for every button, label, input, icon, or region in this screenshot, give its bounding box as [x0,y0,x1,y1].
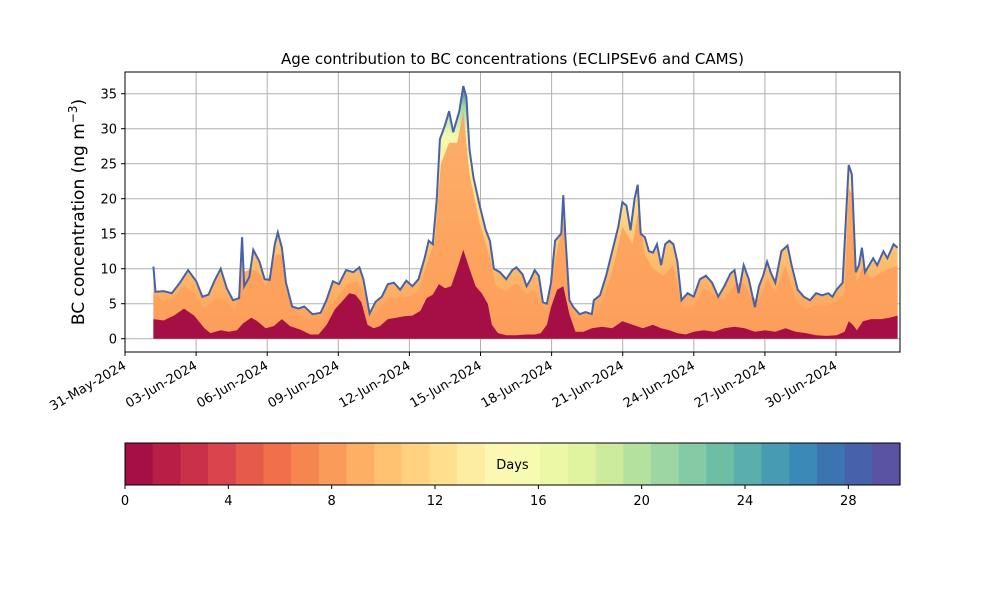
y-tick-label: 0 [109,333,117,348]
colorbar-swatch [844,443,873,485]
colorbar-swatch [263,443,292,485]
y-tick-label: 30 [100,123,117,138]
colorbar-swatch [318,443,348,485]
colorbar-tick-label: 8 [328,494,336,509]
colorbar-tick-label: 24 [737,494,754,509]
y-tick-label: 15 [100,228,117,243]
colorbar-swatch [733,443,763,485]
x-tick-label: 31-May-2024 [47,358,129,414]
plot-frame [124,71,901,353]
x-tick-label: 27-Jun-2024 [692,358,769,411]
y-tick-label: 25 [100,158,117,173]
colorbar-swatch [595,443,624,485]
colorbar-swatch [180,443,209,485]
colorbar-swatch [706,443,735,485]
x-tick-label: 21-Jun-2024 [550,358,627,411]
x-tick-label: 15-Jun-2024 [408,358,485,411]
colorbar-swatch [346,443,375,485]
x-tick-label: 12-Jun-2024 [337,358,414,411]
colorbar-swatch [484,443,514,485]
colorbar-swatch [125,443,154,485]
colorbar-frame [124,442,901,486]
colorbar-swatch [429,443,458,485]
colorbar-swatch [623,443,652,485]
colorbar-tick-label: 28 [840,494,857,509]
colorbar-tick-label: 16 [530,494,547,509]
colorbar-swatch [374,443,403,485]
y-axis: 0 5 10 15 20 25 30 35 [100,88,125,348]
colorbar-swatch [678,443,707,485]
x-tick-label: 30-Jun-2024 [763,358,840,411]
colorbar-swatch [567,443,597,485]
colorbar-swatch [789,443,818,485]
colorbar-tick-label: 4 [224,494,232,509]
area-age-0-1-day [153,249,898,339]
chart-title: Age contribution to BC concentrations (E… [281,50,744,68]
colorbar-tick-label: 12 [427,494,444,509]
y-tick-label: 10 [100,263,117,278]
colorbar-swatch [401,443,431,485]
colorbar-swatch [291,443,320,485]
colorbar-swatch [512,443,541,485]
colorbar-label: Days [496,458,529,473]
colorbar-swatch [152,443,181,485]
x-tick-label: 06-Jun-2024 [194,358,271,411]
x-axis: 31-May-202403-Jun-202406-Jun-202409-Jun-… [47,352,840,414]
y-axis-label: BC concentration (ng m−3) [66,99,89,325]
x-tick-label: 18-Jun-2024 [479,358,556,411]
colorbar-swatch [761,443,790,485]
colorbar-swatch [816,443,846,485]
colorbar-swatch [872,443,901,485]
colorbar: 0 4 8 12 16 20 24 28 [121,442,901,509]
x-tick-label: 03-Jun-2024 [123,358,200,411]
colorbar-swatch [208,443,237,485]
y-tick-label: 5 [109,298,117,313]
line-total-outline [152,85,899,317]
colorbar-tick-label: 0 [121,494,129,509]
area-transport-bulk [153,111,898,339]
x-tick-label: 24-Jun-2024 [621,358,698,411]
colorbar-tick-label: 20 [633,494,650,509]
colorbar-swatch [235,443,264,485]
colorbar-swatch [650,443,680,485]
y-tick-label: 20 [100,193,117,208]
colorbar-swatch [540,443,569,485]
y-tick-label: 35 [100,88,117,103]
x-tick-label: 09-Jun-2024 [265,358,342,411]
colorbar-swatch [457,443,486,485]
